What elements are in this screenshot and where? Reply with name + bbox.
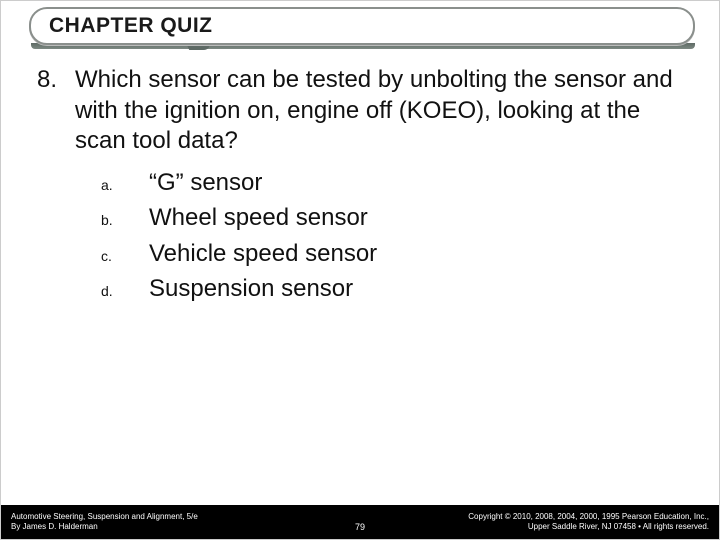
footer-left: Automotive Steering, Suspension and Alig… <box>11 512 198 532</box>
footer-right: Copyright © 2010, 2008, 2004, 2000, 1995… <box>468 512 709 532</box>
option-letter: b. <box>101 212 149 228</box>
footer-book-title: Automotive Steering, Suspension and Alig… <box>11 512 198 522</box>
option-letter: c. <box>101 248 149 264</box>
option-text: Vehicle speed sensor <box>149 238 377 269</box>
footer-copyright: Copyright © 2010, 2008, 2004, 2000, 1995… <box>468 512 709 522</box>
content-area: 8. Which sensor can be tested by unbolti… <box>37 65 683 308</box>
option-text: Wheel speed sensor <box>149 202 368 233</box>
footer-author: By James D. Halderman <box>11 522 198 532</box>
question-row: 8. Which sensor can be tested by unbolti… <box>37 65 683 157</box>
option-d: d. Suspension sensor <box>101 273 683 304</box>
header-title: CHAPTER QUIZ <box>49 14 213 38</box>
option-letter: d. <box>101 283 149 299</box>
question-number: 8. <box>37 65 75 96</box>
footer-address: Upper Saddle River, NJ 07458 • All right… <box>468 522 709 532</box>
question-text: Which sensor can be tested by unbolting … <box>75 65 683 157</box>
option-text: Suspension sensor <box>149 273 353 304</box>
footer-page-number: 79 <box>355 522 365 533</box>
options-list: a. “G” sensor b. Wheel speed sensor c. V… <box>101 167 683 304</box>
option-a: a. “G” sensor <box>101 167 683 198</box>
option-b: b. Wheel speed sensor <box>101 202 683 233</box>
option-letter: a. <box>101 177 149 193</box>
option-c: c. Vehicle speed sensor <box>101 238 683 269</box>
footer-bar: Automotive Steering, Suspension and Alig… <box>1 505 719 539</box>
header-bar: CHAPTER QUIZ <box>29 7 695 45</box>
option-text: “G” sensor <box>149 167 262 198</box>
